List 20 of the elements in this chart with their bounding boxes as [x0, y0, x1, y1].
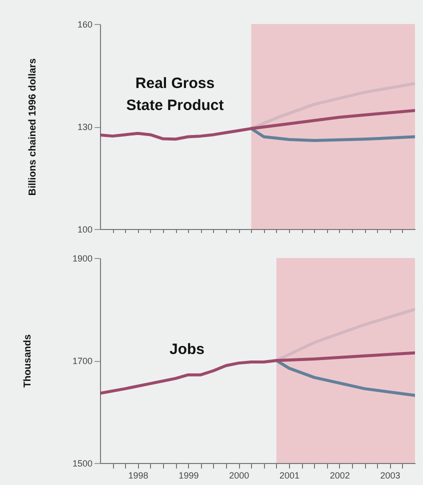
x-tick-label: 2001 — [279, 470, 300, 480]
line-series — [250, 127, 415, 142]
y-tick-label: 160 — [77, 20, 92, 30]
line-series — [100, 108, 415, 141]
y-axis-title: Billions chained 1996 dollars — [27, 58, 38, 196]
y-axis-title: Thousands — [22, 334, 34, 388]
annotation: Jobs — [169, 341, 205, 358]
y-tick-label: 100 — [77, 224, 92, 234]
x-tick-label: 1999 — [178, 470, 199, 480]
annotation: Real Gross State Product — [126, 75, 224, 114]
y-tick-label: 130 — [77, 122, 92, 132]
x-tick-label: 2002 — [330, 470, 350, 480]
y-tick-label: 1500 — [72, 458, 92, 468]
x-tick-label: 2000 — [229, 470, 250, 480]
x-tick-label: 1998 — [128, 470, 148, 480]
x-tick-label: 2003 — [380, 470, 400, 480]
line-series — [274, 308, 415, 362]
y-tick-label: 1900 — [72, 254, 92, 264]
y-tick-label: 1700 — [72, 356, 92, 366]
line-series — [274, 359, 415, 397]
